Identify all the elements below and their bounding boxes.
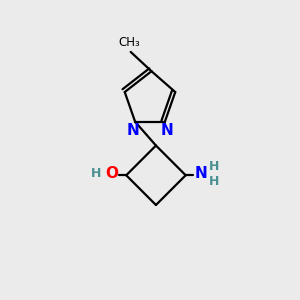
- Text: N: N: [161, 123, 174, 138]
- Text: CH₃: CH₃: [118, 36, 140, 49]
- Text: H: H: [209, 160, 219, 173]
- Text: O: O: [105, 166, 118, 181]
- Text: N: N: [126, 123, 139, 138]
- Text: N: N: [195, 166, 207, 181]
- Text: H: H: [209, 175, 219, 188]
- Text: H: H: [91, 167, 101, 180]
